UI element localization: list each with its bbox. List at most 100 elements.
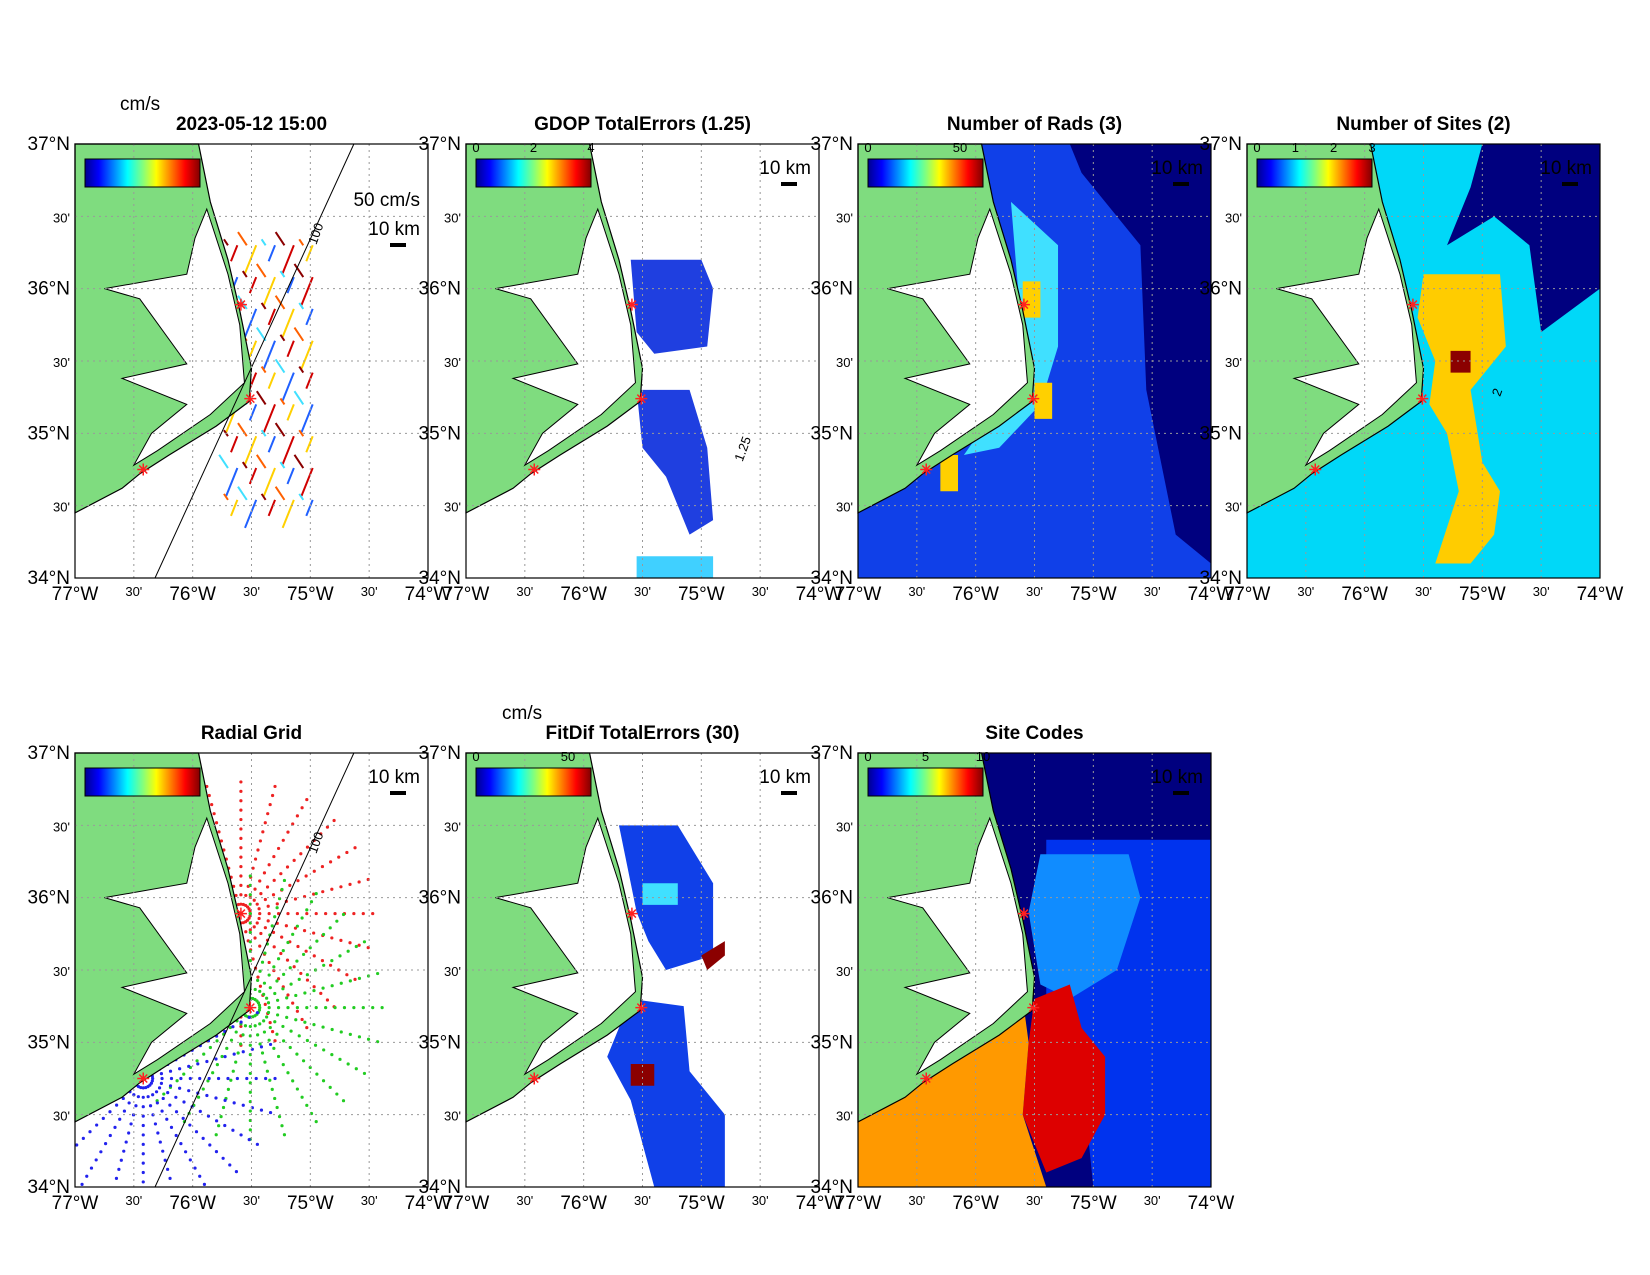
- radial-grid-point: [335, 919, 339, 923]
- isobath: [154, 143, 355, 579]
- radial-grid-point: [122, 1149, 126, 1153]
- site-marker: [1309, 463, 1322, 476]
- radial-grid-point: [122, 1109, 127, 1113]
- radial-grid-point: [339, 885, 343, 889]
- current-vector: [262, 340, 276, 370]
- radial-grid-point: [165, 1117, 169, 1121]
- lat-label: 36°N: [419, 279, 461, 300]
- radial-grid-point: [294, 1018, 298, 1022]
- radial-grid-point: [234, 893, 238, 898]
- radial-grid-point: [258, 989, 262, 993]
- radial-grid-point: [239, 780, 243, 784]
- map-panel: 37°N 30' 36°N 30' 35°N 30' 34°N77°W 30' 76°W 30' 7…: [28, 94, 452, 605]
- radial-grid-point: [305, 1025, 309, 1030]
- radial-grid-point: [88, 1130, 92, 1134]
- colorbar-tick: 0: [472, 749, 479, 764]
- radial-grid-point: [187, 1064, 191, 1068]
- radial-grid-point: [325, 825, 330, 829]
- radial-grid-point: [320, 958, 325, 963]
- colorbar-tick: 5: [922, 749, 929, 764]
- radial-grid-point: [153, 1122, 158, 1126]
- radial-grid-point: [174, 1133, 178, 1138]
- radial-grid-point: [169, 1076, 174, 1081]
- radial-grid-point: [262, 1030, 267, 1034]
- radial-grid-point: [281, 1024, 285, 1029]
- radial-grid-point: [262, 1019, 266, 1023]
- radial-grid-point: [312, 892, 316, 896]
- radial-grid-point: [321, 986, 325, 990]
- lon-label: 77°W: [1224, 584, 1271, 605]
- radial-grid-point: [277, 1115, 282, 1119]
- lat-label: 30': [444, 1109, 461, 1124]
- radial-grid-point: [270, 924, 274, 928]
- radial-grid-point: [353, 977, 357, 982]
- lon-label: 30': [1415, 584, 1432, 599]
- radial-grid-point: [303, 1020, 307, 1024]
- sound: [887, 207, 1028, 467]
- current-vector: [267, 244, 276, 262]
- colorbar-tick: 1: [1292, 140, 1299, 155]
- current-vector: [262, 276, 276, 306]
- radial-grid-point: [117, 1167, 121, 1171]
- radial-grid-point: [339, 938, 343, 942]
- radial-grid-point: [333, 1006, 337, 1010]
- site-marker: [920, 463, 933, 476]
- radial-grid-point: [258, 969, 262, 973]
- radial-grid-point: [280, 935, 284, 939]
- lon-label: 75°W: [678, 1193, 725, 1214]
- radial-grid-point: [273, 1020, 277, 1024]
- current-vector: [244, 499, 258, 529]
- radial-grid-point: [212, 812, 216, 816]
- radial-grid-point: [295, 911, 299, 916]
- data-field: [1028, 854, 1141, 999]
- radial-grid-point: [225, 1046, 229, 1050]
- radial-grid-point: [139, 1085, 143, 1090]
- radial-grid-point: [75, 1143, 79, 1147]
- radial-grid-point: [273, 784, 277, 789]
- radial-grid-point: [328, 1085, 332, 1090]
- radial-grid-point: [89, 1166, 94, 1170]
- lon-label: 77°W: [835, 1193, 882, 1214]
- site-marker: [137, 463, 150, 476]
- radial-grid-point: [288, 883, 292, 887]
- radial-grid-point: [220, 1054, 224, 1059]
- radial-grid-point: [166, 1167, 170, 1171]
- radial-grid-point: [352, 911, 356, 916]
- current-vector: [255, 390, 267, 405]
- radial-grid-point: [260, 1051, 265, 1055]
- lon-label: 75°W: [1070, 1193, 1117, 1214]
- radial-grid-point: [256, 848, 260, 852]
- panel-title: Radial Grid: [201, 723, 302, 744]
- radial-grid-point: [266, 904, 270, 908]
- lon-label: 30': [516, 584, 533, 599]
- radial-grid-point: [248, 874, 252, 878]
- radial-grid-point: [275, 1105, 279, 1110]
- radial-grid-point: [289, 1029, 293, 1033]
- distance-scale: 10 km: [759, 767, 811, 788]
- radial-grid-point: [321, 1079, 326, 1083]
- colorbar-tick: 10: [976, 749, 990, 764]
- radial-grid-point: [262, 871, 267, 875]
- radial-grid-point: [295, 1006, 299, 1010]
- radial-grid-point: [305, 845, 310, 849]
- map-frame: [74, 143, 429, 579]
- site-marker: [137, 1072, 150, 1085]
- current-vector: [281, 499, 295, 529]
- radial-grid-point: [155, 1101, 159, 1105]
- site-marker: [528, 463, 541, 476]
- radial-grid-point: [214, 1057, 218, 1061]
- lon-label: 74°W: [1188, 1193, 1235, 1214]
- radial-grid-point: [286, 940, 290, 945]
- lat-label: 36°N: [28, 888, 70, 909]
- radial-grid-point: [166, 1091, 170, 1095]
- current-vector: [286, 404, 295, 421]
- radial-grid-point: [201, 1136, 205, 1140]
- distance-scale: 10 km: [1151, 767, 1203, 788]
- colorbar-tick: 2: [530, 140, 537, 155]
- colorbar-tick: 50: [561, 749, 575, 764]
- site-marker: [244, 392, 257, 405]
- lon-label: 30': [361, 584, 378, 599]
- radial-grid-point: [289, 982, 293, 986]
- current-vector: [241, 461, 248, 469]
- map-frame: [74, 752, 429, 1188]
